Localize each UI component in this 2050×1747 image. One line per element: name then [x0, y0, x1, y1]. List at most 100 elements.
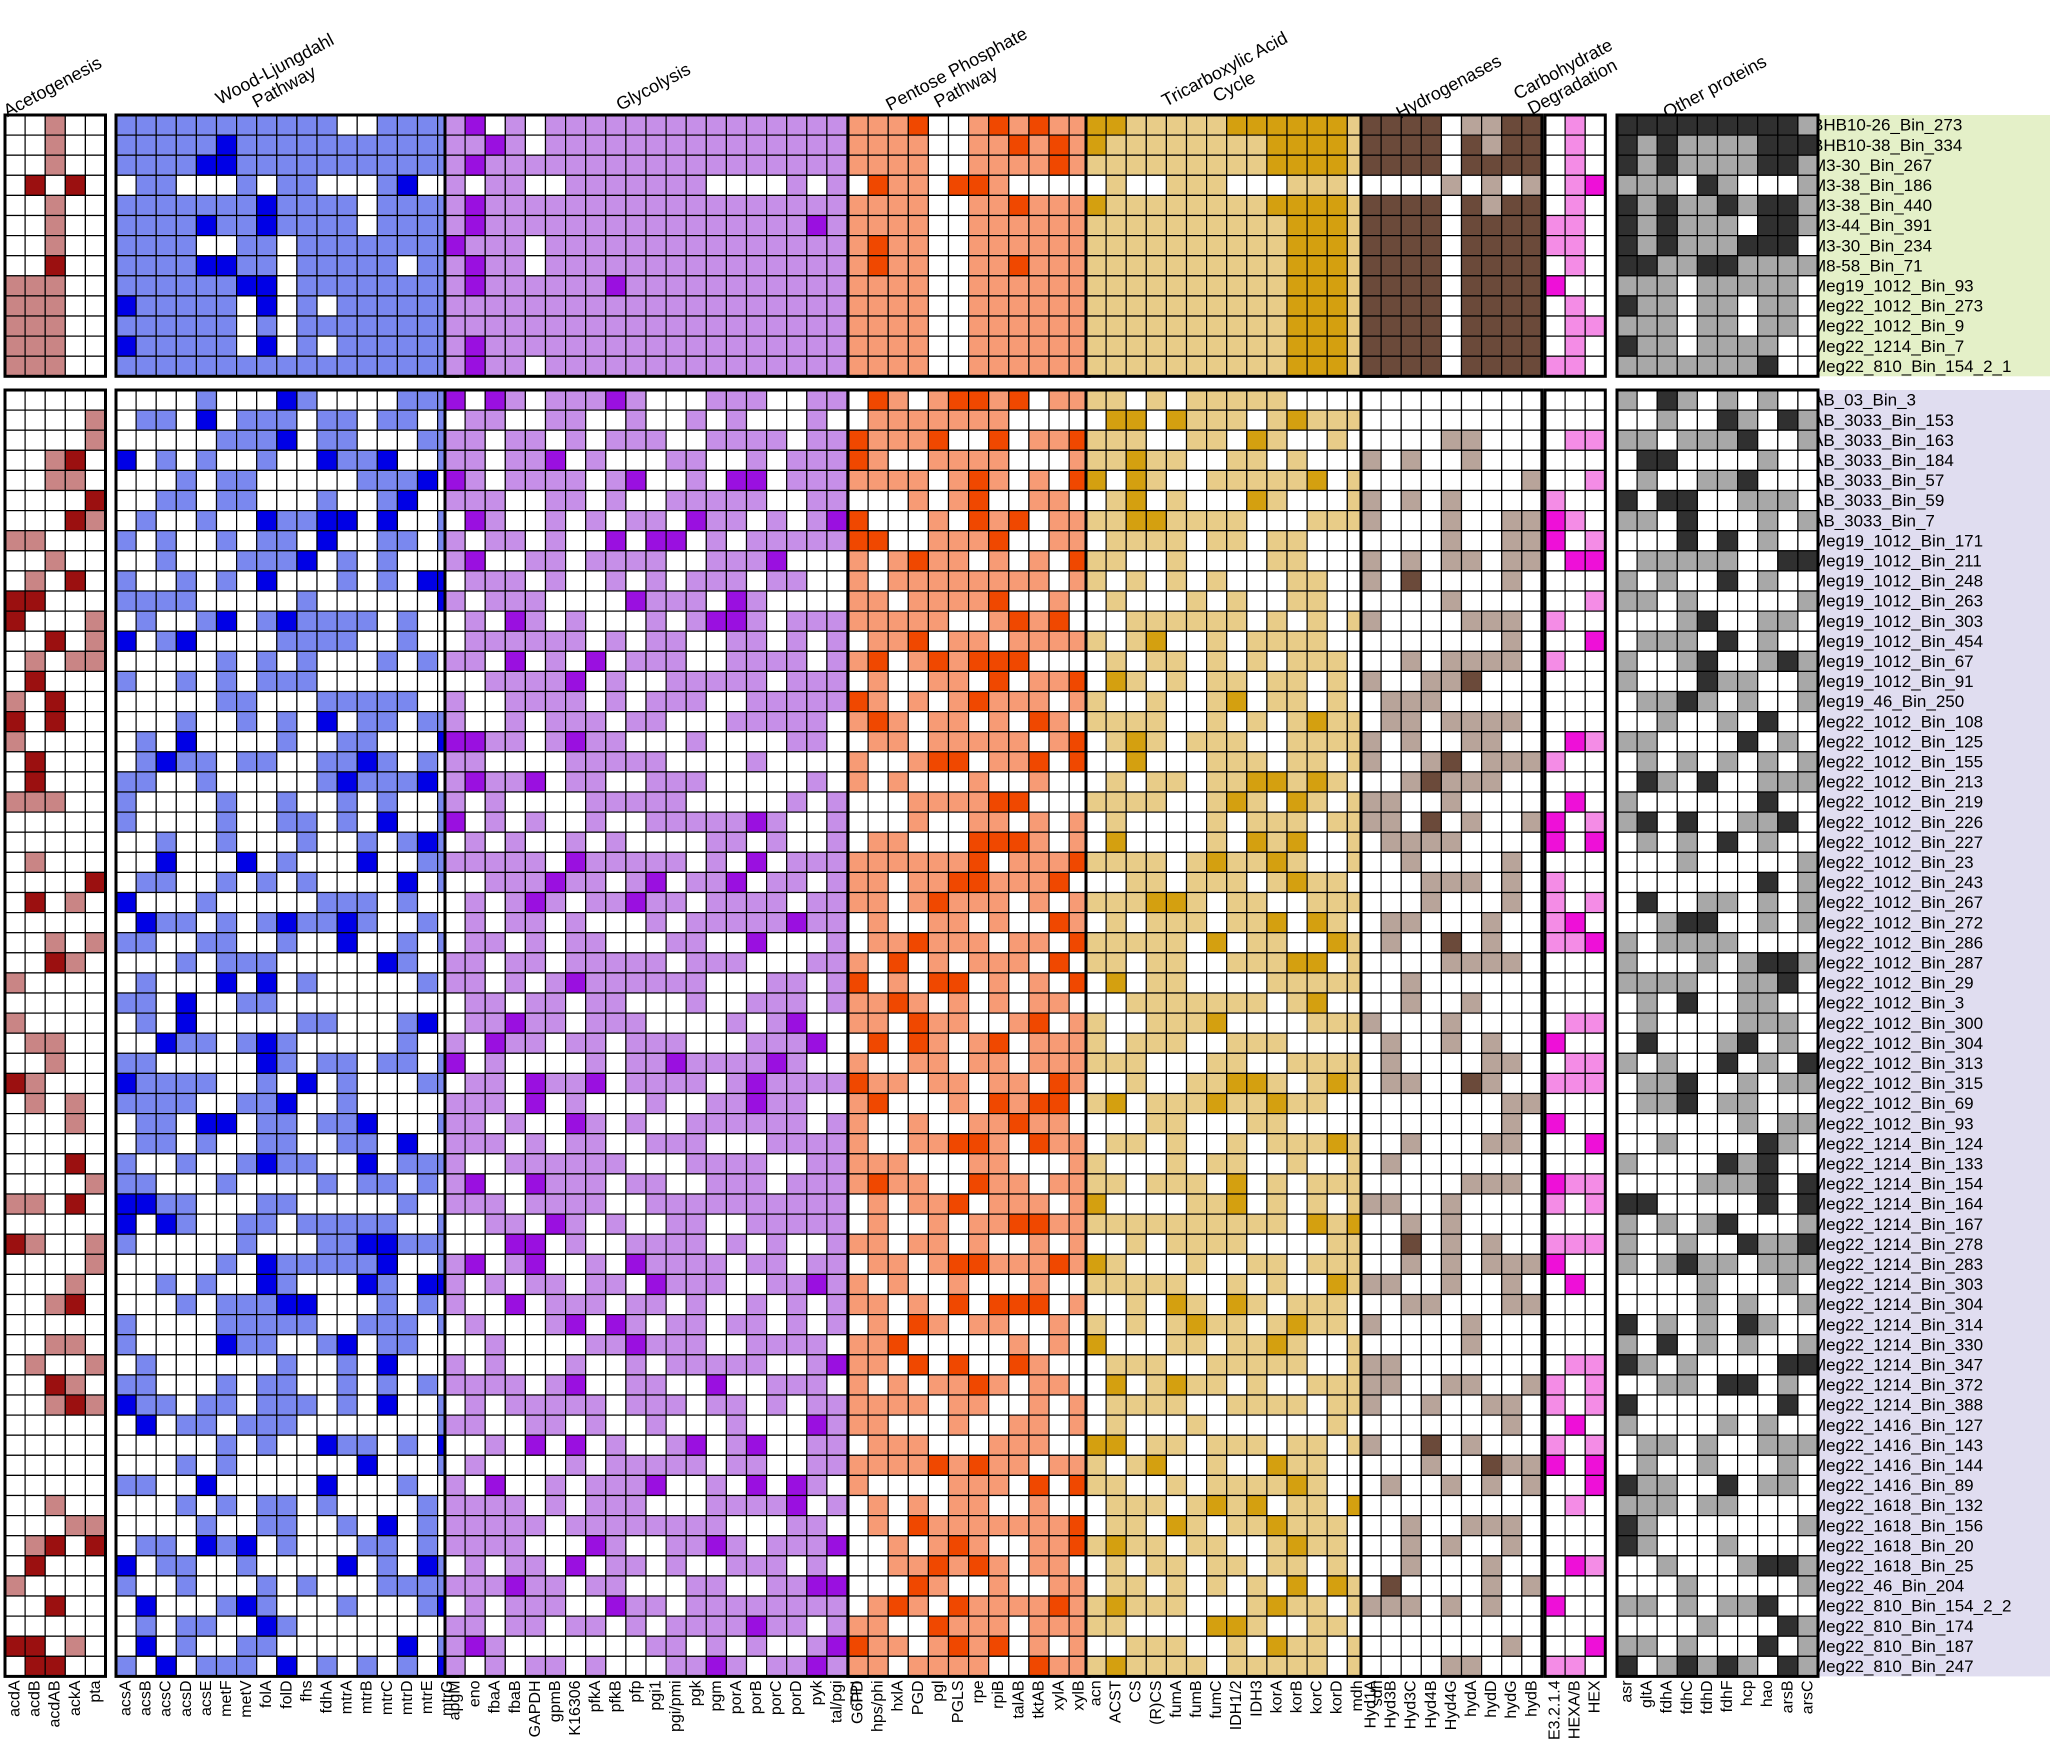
heatmap-cell	[4, 489, 26, 512]
heatmap-cell	[444, 911, 466, 934]
heatmap-cell	[1306, 489, 1328, 512]
heatmap-cell	[135, 1233, 157, 1255]
heatmap-cell	[524, 134, 547, 156]
heatmap-cell	[215, 992, 238, 1014]
heatmap-cell	[155, 952, 177, 974]
heatmap-cell	[236, 650, 258, 672]
heatmap-cell	[826, 972, 848, 994]
heatmap-cell	[524, 335, 547, 357]
heatmap-cell	[847, 154, 869, 176]
heatmap-cell	[296, 1173, 318, 1195]
heatmap-cell	[376, 335, 398, 357]
heatmap-cell	[84, 610, 107, 632]
heatmap-cell	[1145, 690, 1168, 713]
heatmap-cell	[464, 1233, 486, 1255]
heatmap-cell	[1048, 409, 1070, 431]
heatmap-cell	[296, 1575, 318, 1597]
heatmap-cell	[135, 731, 157, 753]
heatmap-cell	[625, 1072, 647, 1095]
heatmap-cell	[745, 1494, 768, 1517]
heatmap-cell	[826, 1133, 848, 1155]
heatmap-cell	[645, 1133, 667, 1155]
heatmap-cell	[1048, 871, 1070, 894]
heatmap-cell	[1145, 114, 1168, 136]
heatmap-cell	[195, 972, 218, 994]
heatmap-cell	[464, 1173, 486, 1195]
heatmap-cell	[444, 1575, 466, 1597]
heatmap-cell	[504, 731, 526, 753]
heatmap-cell	[685, 154, 707, 176]
heatmap-cell	[947, 1233, 970, 1255]
heatmap-cell	[24, 1133, 46, 1155]
heatmap-cell	[1246, 114, 1268, 136]
heatmap-cell	[115, 214, 137, 237]
row-label: Meg22_810_Bin_154_2_1	[1812, 357, 2011, 376]
heatmap-cell	[585, 1133, 607, 1155]
heatmap-cell	[1008, 710, 1030, 733]
heatmap-cell	[1165, 751, 1188, 773]
heatmap-cell	[705, 952, 727, 974]
heatmap-cell	[336, 1474, 358, 1497]
heatmap-cell	[4, 1354, 26, 1376]
heatmap-cell	[296, 1052, 318, 1075]
heatmap-cell	[907, 429, 929, 451]
heatmap-cell	[236, 174, 258, 197]
heatmap-cell	[356, 1233, 378, 1255]
heatmap-cell	[947, 174, 970, 197]
heatmap-cell	[745, 710, 768, 733]
heatmap-cell	[585, 1354, 607, 1376]
heatmap-cell	[907, 1092, 929, 1115]
heatmap-cell	[625, 871, 647, 894]
heatmap-cell	[84, 791, 107, 813]
heatmap-cell	[765, 510, 788, 532]
heatmap-cell	[645, 1233, 667, 1255]
heatmap-cell	[336, 710, 358, 733]
heatmap-cell	[1008, 1032, 1030, 1054]
heatmap-cell	[564, 1193, 587, 1215]
heatmap-cell	[907, 1354, 929, 1376]
heatmap-cell	[1226, 811, 1248, 833]
row-label: Meg22_1012_Bin_313	[1812, 1054, 1983, 1073]
heatmap-cell	[24, 1253, 46, 1276]
heatmap-cell	[1286, 550, 1308, 572]
heatmap-cell	[175, 650, 198, 672]
heatmap-cell	[625, 771, 647, 793]
heatmap-cell	[625, 1354, 647, 1376]
heatmap-cell	[665, 570, 687, 592]
heatmap-cell	[1326, 489, 1348, 512]
heatmap-cell	[564, 1514, 587, 1537]
heatmap-cell	[1266, 510, 1288, 532]
heatmap-cell	[1306, 134, 1328, 156]
heatmap-cell	[155, 1112, 177, 1135]
heatmap-cell	[215, 429, 238, 451]
heatmap-cell	[1185, 650, 1208, 672]
gene-label: fbaA	[487, 1680, 504, 1713]
heatmap-cell	[907, 1535, 929, 1557]
heatmap-cell	[907, 1494, 929, 1517]
heatmap-cell	[1105, 429, 1127, 451]
heatmap-cell	[484, 670, 506, 693]
heatmap-cell	[256, 1112, 278, 1135]
heatmap-cell	[1085, 134, 1107, 156]
heatmap-cell	[927, 1313, 950, 1336]
heatmap-cell	[765, 355, 788, 377]
heatmap-cell	[464, 510, 486, 532]
heatmap-cell	[1048, 315, 1070, 337]
heatmap-cell	[1246, 731, 1268, 753]
heatmap-cell	[745, 1273, 768, 1296]
heatmap-cell	[786, 489, 808, 512]
heatmap-cell	[1226, 550, 1248, 572]
heatmap-cell	[296, 1233, 318, 1255]
heatmap-cell	[236, 1394, 258, 1416]
heatmap-cell	[605, 932, 627, 954]
heatmap-cell	[1048, 1233, 1070, 1255]
heatmap-cell	[396, 590, 419, 612]
row-label: Meg19_1012_Bin_91	[1812, 672, 1974, 691]
heatmap-cell	[1286, 590, 1308, 612]
heatmap-cell	[376, 570, 398, 592]
heatmap-cell	[115, 1595, 137, 1617]
heatmap-cell	[907, 335, 929, 357]
heatmap-cell	[585, 114, 607, 136]
heatmap-cell	[256, 751, 278, 773]
heatmap-cell	[645, 710, 667, 733]
